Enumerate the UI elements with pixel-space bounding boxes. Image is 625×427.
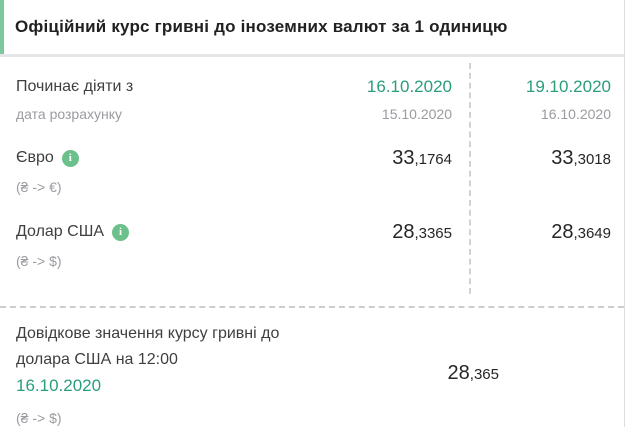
- rates-table: Починає діяти з дата розрахунку 16.10.20…: [0, 57, 624, 306]
- currency-row-usd: Долар США i (₴ -> $) 28,3365 28,3649: [16, 221, 611, 270]
- currency-pair: (₴ -> $): [16, 253, 62, 269]
- column-dashed-divider: [469, 63, 471, 294]
- rate-value: 33,3018: [452, 147, 611, 171]
- currency-name: Долар США: [16, 223, 105, 240]
- currency-name-line: Євро i: [16, 147, 302, 169]
- rate-frac: ,3365: [414, 225, 452, 242]
- section-dashed-divider: [0, 306, 624, 308]
- rate-int: 28: [551, 221, 574, 243]
- period-label-cell: Починає діяти з дата розрахунку: [16, 76, 302, 123]
- rate-int: 28: [447, 362, 470, 384]
- rate-value: 33,1764: [302, 147, 452, 171]
- period-row: Починає діяти з дата розрахунку 16.10.20…: [16, 76, 611, 123]
- currency-name-line: Долар США i: [16, 221, 302, 243]
- effective-date-col2: 19.10.2020: [525, 77, 611, 96]
- currency-label-cell: Євро i (₴ -> €): [16, 147, 302, 196]
- info-icon[interactable]: i: [112, 223, 130, 241]
- period-col2-cell: 19.10.2020 16.10.2020: [452, 76, 611, 123]
- reference-value: 28,365: [448, 362, 499, 386]
- rate-int: 28: [392, 221, 415, 243]
- rate-frac: ,1764: [414, 151, 452, 168]
- rate-cell-col2: 28,3649: [452, 221, 611, 270]
- rate-cell-col2: 33,3018: [452, 147, 611, 196]
- currency-name: Євро: [16, 149, 54, 166]
- rate-int: 33: [392, 147, 415, 169]
- period-sublabel: дата розрахунку: [16, 106, 122, 122]
- rate-frac: ,3649: [573, 225, 611, 242]
- rate-cell-col1: 33,1764: [302, 147, 452, 196]
- period-label: Починає діяти з: [16, 78, 134, 95]
- rate-frac: ,3018: [573, 151, 611, 168]
- currency-label-cell: Долар США i (₴ -> $): [16, 221, 302, 270]
- reference-pair: (₴ -> $): [16, 410, 62, 426]
- rate-value: 28,3649: [452, 221, 611, 245]
- reference-section: Довідкове значення курсу гривні до долар…: [0, 308, 624, 427]
- effective-date-col1: 16.10.2020: [366, 77, 452, 96]
- rate-cell-col1: 28,3365: [302, 221, 452, 270]
- calc-date-col2: 16.10.2020: [540, 106, 611, 122]
- rate-value: 28,3365: [302, 221, 452, 245]
- info-icon[interactable]: i: [61, 149, 79, 167]
- period-col1-cell: 16.10.2020 15.10.2020: [302, 76, 452, 123]
- card-title: Офіційний курс гривні до іноземних валют…: [15, 17, 508, 36]
- calc-date-col1: 15.10.2020: [381, 106, 452, 122]
- reference-date: 16.10.2020: [16, 376, 102, 395]
- currency-row-eur: Євро i (₴ -> €) 33,1764 33,3018: [16, 147, 611, 196]
- reference-label-line1: Довідкове значення курсу гривні до: [16, 325, 280, 342]
- currency-pair: (₴ -> €): [16, 179, 62, 195]
- rate-int: 33: [551, 147, 574, 169]
- header-accent-stripe: [0, 0, 4, 54]
- reference-label-line2: долара США на 12:00: [16, 351, 178, 368]
- card-header: Офіційний курс гривні до іноземних валют…: [0, 0, 624, 57]
- rate-frac: ,365: [469, 366, 499, 383]
